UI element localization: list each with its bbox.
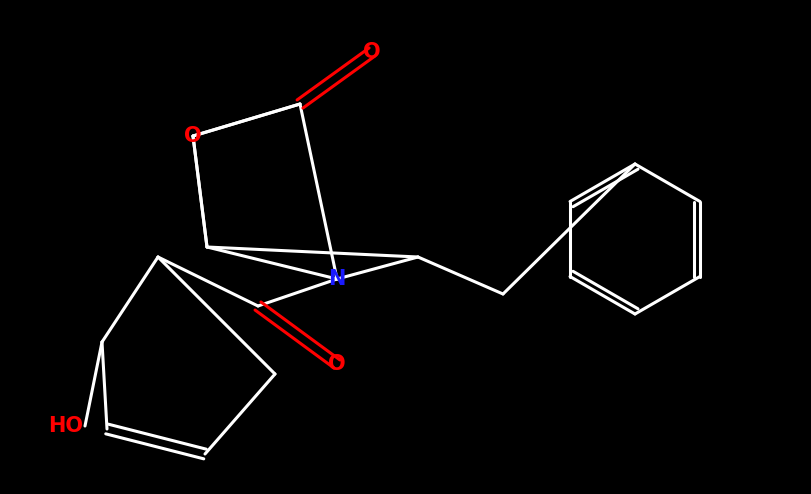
Text: O: O bbox=[184, 126, 202, 146]
Text: N: N bbox=[328, 269, 345, 289]
Text: HO: HO bbox=[48, 416, 83, 436]
Text: O: O bbox=[328, 354, 345, 374]
Text: O: O bbox=[363, 42, 380, 62]
